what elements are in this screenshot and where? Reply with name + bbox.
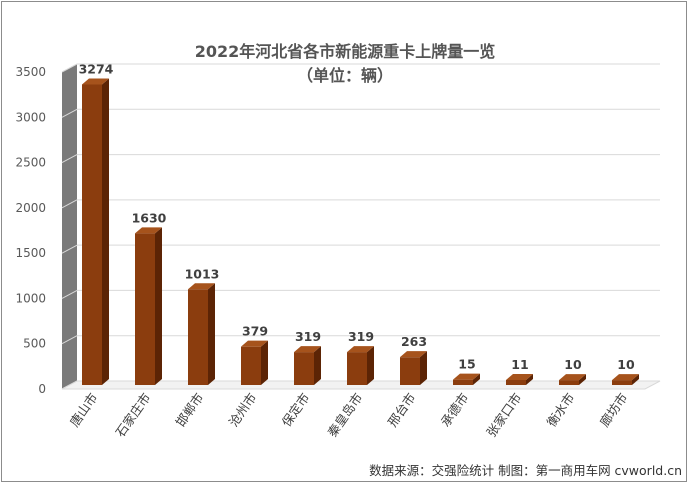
bar-value-label: 319: [348, 329, 374, 344]
gridline-wall: [61, 154, 78, 164]
y-tick-label: 1500: [15, 246, 46, 260]
x-tick-label: 沧州市: [226, 390, 260, 429]
bar: [188, 289, 208, 385]
bar-value-label: 263: [401, 334, 427, 349]
bar: [294, 352, 314, 385]
gridline-wall: [61, 199, 78, 209]
bar-top: [453, 373, 480, 380]
bar: [559, 380, 579, 385]
bar-value-label: 15: [458, 357, 475, 372]
bar: [241, 346, 261, 385]
bar-top: [135, 227, 162, 234]
gridline-wall: [61, 244, 78, 254]
data-source-footer: 数据来源：交强险统计 制图：第一商用车网 cvworld.cn: [369, 463, 682, 478]
x-tick-label: 张家口市: [483, 390, 524, 440]
bar-side: [155, 227, 162, 385]
bar-value-label: 11: [511, 357, 528, 372]
bar-top: [612, 374, 639, 381]
bar-value-label: 1013: [185, 266, 220, 281]
x-tick-label: 秦皇岛市: [324, 390, 365, 440]
bar-side: [526, 374, 533, 385]
x-tick-label: 承德市: [438, 390, 472, 429]
y-tick-label: 3000: [15, 110, 46, 124]
gridline-wall: [61, 108, 78, 118]
x-tick-label: 廊坊市: [597, 390, 631, 429]
bar: [612, 380, 632, 385]
x-tick-label: 石家庄市: [112, 390, 153, 440]
bar-value-label: 1630: [132, 210, 167, 225]
bar-top: [347, 346, 374, 353]
bar-value-label: 379: [242, 324, 268, 339]
y-tick-label: 0: [38, 382, 46, 396]
bar-side: [314, 346, 321, 385]
x-tick-label: 衡水市: [544, 390, 578, 429]
bar: [135, 233, 155, 385]
x-tick-label: 保定市: [279, 390, 313, 429]
bar-top: [188, 283, 215, 290]
y-tick-label: 3500: [15, 65, 46, 79]
bar: [82, 84, 102, 385]
bar-side: [208, 283, 215, 385]
bar-top: [400, 351, 427, 358]
bar-top: [294, 346, 321, 353]
bar: [400, 357, 420, 385]
bar-top: [82, 78, 109, 85]
chart-subtitle: （单位：辆）: [296, 66, 393, 85]
bar-side: [367, 346, 374, 385]
bar-top: [559, 374, 586, 381]
x-tick-label: 邯郸市: [173, 390, 207, 429]
bar-side: [632, 374, 639, 385]
y-tick-label: 1000: [15, 291, 46, 305]
bar-side: [261, 340, 268, 385]
bar-side: [420, 351, 427, 385]
bar-side: [473, 373, 480, 385]
bar-value-label: 10: [617, 357, 635, 372]
bar: [347, 352, 367, 385]
gridline-wall: [61, 289, 78, 299]
gridline-wall: [61, 63, 78, 73]
x-tick-label: 唐山市: [67, 390, 101, 429]
bar-side: [579, 374, 586, 385]
y-tick-label: 2500: [15, 156, 46, 170]
left-wall: [62, 64, 77, 389]
bar-value-label: 10: [564, 357, 582, 372]
x-tick-label: 邢台市: [385, 390, 419, 429]
gridline-wall: [61, 335, 78, 345]
bar-value-label: 319: [295, 329, 321, 344]
bar: [506, 380, 526, 385]
bar-top: [506, 374, 533, 381]
y-tick-label: 2000: [15, 201, 46, 215]
y-tick-label: 500: [23, 337, 46, 351]
bar-top: [241, 340, 268, 347]
chart-title: 2022年河北省各市新能源重卡上牌量一览: [194, 42, 496, 61]
bar-value-label: 3274: [79, 61, 114, 76]
bar-side: [102, 78, 109, 385]
bar: [453, 379, 473, 385]
